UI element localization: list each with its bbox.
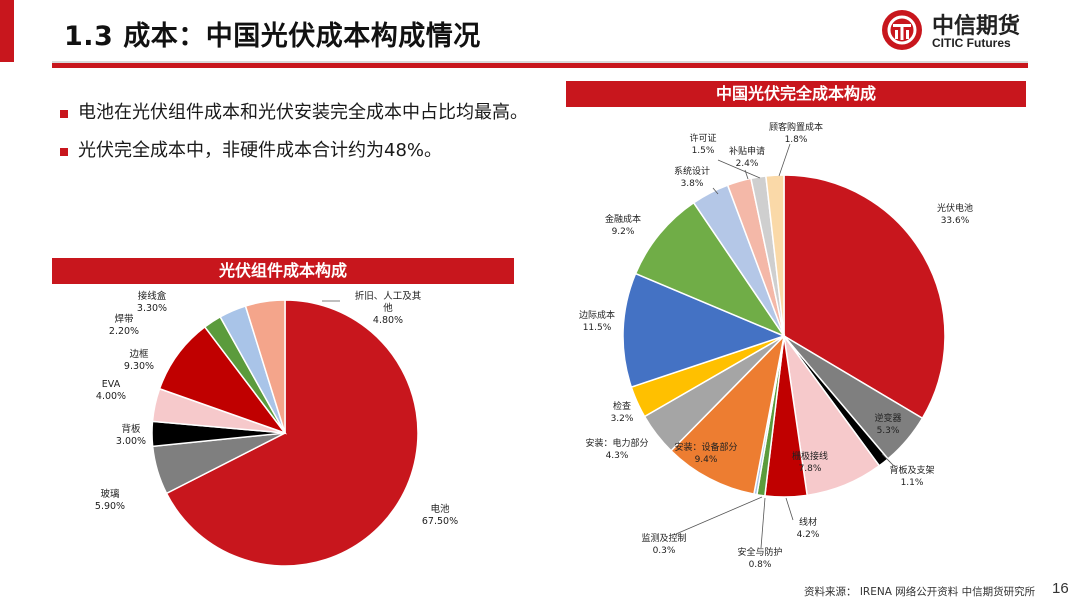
pie-slice [165, 299, 419, 567]
pie-chart-2: 光伏电池 33.6% 逆变器 5.3% 背板及支架 1.1% 栅极接线 7.8% 线材 4.2% 安… [579, 121, 973, 570]
slice-label: 安装：电力部分 4.3% [585, 437, 648, 461]
pie-slice [783, 174, 946, 420]
slice-label: 系统设计 3.8% [674, 165, 710, 189]
slice-label: 许可证 1.5% [689, 132, 716, 156]
leader-line [712, 187, 719, 195]
pie-slice [244, 299, 286, 434]
slice-label: 栅极接线 7.8% [792, 450, 828, 474]
pie-slice [669, 333, 786, 496]
source-note: 资料来源： IRENA 网络公开资料 中信期货研究所 [804, 586, 1036, 598]
pie-slice [622, 272, 787, 389]
slice-label: 线材 4.2% [797, 516, 820, 540]
page-title: 1.3 成本：中国光伏成本构成情况 [64, 21, 481, 52]
leader-line [778, 143, 791, 177]
slice-label: 背板及支架 1.1% [889, 464, 934, 488]
slice-label: 顾客购置成本 1.8% [769, 121, 823, 145]
slice-label: 玻璃 5.90% [95, 488, 125, 512]
bullet-list: 电池在光伏组件成本和光伏安装完全成本中占比均最高。 光伏完全成本中，非硬件成本合… [60, 98, 530, 174]
pie-slice [158, 325, 288, 435]
header-rule-red [52, 63, 1028, 68]
leader-line [760, 497, 766, 549]
leader-line [675, 496, 763, 535]
header-rule-gray [52, 61, 1028, 63]
slice-label: 边框 9.30% [124, 348, 154, 372]
logo-text-cn: 中信期货 [932, 14, 1021, 39]
slice-label: 电池 67.50% [422, 503, 458, 527]
logo: 中信期货 CITIC Futures [882, 8, 1032, 56]
slice-label: 安全与防护 0.8% [737, 546, 782, 570]
slice-label: 补贴申请 2.4% [729, 145, 765, 169]
slice-label: 接线盒 3.30% [137, 290, 167, 314]
leader-line [785, 497, 794, 521]
slice-label: 逆变器 5.3% [874, 412, 901, 436]
bullet-item: 电池在光伏组件成本和光伏安装完全成本中占比均最高。 [60, 98, 530, 128]
title-accent-bar [0, 0, 14, 62]
slice-label: 边际成本 11.5% [579, 309, 615, 333]
bullet-item: 光伏完全成本中，非硬件成本合计约为48%。 [60, 136, 530, 166]
left-chart-title: 光伏组件成本构成 [52, 258, 514, 284]
pie-slice [634, 201, 787, 338]
logo-text-en: CITIC Futures [932, 36, 1011, 50]
page-number: 16 [1052, 580, 1069, 597]
slice-label: 光伏电池 33.6% [937, 202, 973, 226]
slice-label: EVA 4.00% [96, 379, 126, 402]
right-chart-title: 中国光伏完全成本构成 [566, 81, 1026, 107]
leader-line [717, 159, 761, 179]
citic-logo-icon [882, 10, 922, 50]
slice-label: 折旧、人工及其他 4.80% [355, 290, 422, 326]
pie-slice [765, 174, 785, 337]
pie-chart-1: 电池 67.50% 玻璃 5.90% 背板 3.00% EVA 4.00% 边框 9.30% 焊带 2… [95, 290, 458, 567]
slice-label: 金融成本 9.2% [605, 213, 641, 237]
leader-line [881, 453, 895, 467]
slice-label: 背板 3.00% [116, 423, 146, 447]
slice-label: 检查 3.2% [611, 400, 634, 424]
slice-label: 安装：设备部分 9.4% [674, 441, 737, 465]
slice-label: 监测及控制 0.3% [641, 532, 686, 556]
slice-label: 焊带 2.20% [109, 313, 139, 337]
